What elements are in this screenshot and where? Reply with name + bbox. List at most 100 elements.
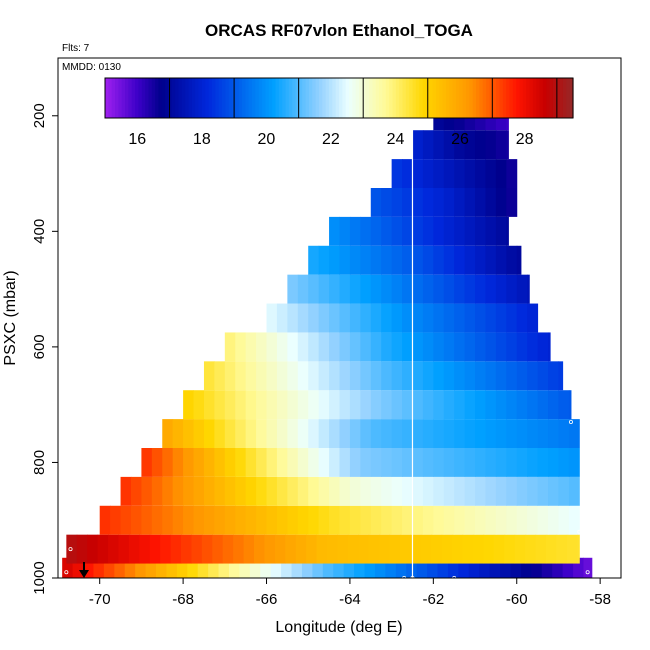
heatmap-cell [495,505,507,535]
heatmap-cell [329,274,340,304]
heatmap-cell [370,245,382,275]
colorbar-segment [201,78,206,118]
colorbar-segment [215,78,220,118]
heatmap-cell [422,245,434,275]
heatmap-cell [203,419,215,448]
heatmap-cell [135,557,147,578]
heatmap-cell [322,557,334,578]
colorbar-segment [325,78,330,118]
colorbar-segment [141,78,146,118]
heatmap-cell [412,303,424,333]
heatmap-cell [287,448,299,477]
heatmap-cell [256,419,268,448]
colorbar-segment [469,78,474,118]
heatmap-cell [431,534,443,564]
heatmap-cell [151,448,163,477]
heatmap-cell [360,216,372,246]
heatmap-cell [339,274,351,304]
heatmap-cell [506,419,518,448]
heatmap-cell [454,448,466,477]
heatmap-cell [339,303,351,333]
colorbar-segment [569,78,574,118]
heatmap-cell [235,419,247,448]
heatmap-cell [214,390,226,420]
heatmap-cell [568,419,580,448]
heatmap-cell [329,303,340,333]
heatmap-cell [108,534,119,564]
heatmap-cell [201,534,213,564]
heatmap-cell [422,390,434,420]
colorbar-segment [205,78,210,118]
heatmap-cell [485,390,497,420]
heatmap-cell [254,534,265,564]
heatmap-cell [391,245,403,275]
heatmap-cell [464,303,476,333]
x-tick-label: -58 [589,591,611,608]
heatmap-cell [245,476,257,506]
colorbar-segment [462,78,467,118]
heatmap-cell [224,419,236,448]
heatmap-cell [381,448,393,477]
heatmap-cell [276,448,288,477]
heatmap-cell [197,557,209,578]
colorbar-tick-label: 22 [322,131,340,148]
heatmap-cell [433,505,445,535]
heatmap-cell [545,534,557,564]
heatmap-cell [391,476,403,506]
heatmap-cell [516,476,528,506]
heatmap-cell [329,505,340,535]
heatmap-cell [475,303,486,333]
colorbar-segment [492,78,497,118]
heatmap-cell [402,476,413,506]
heatmap-cell [130,505,142,535]
colorbar-segment [542,78,547,118]
heatmap-cell [266,476,278,506]
heatmap-cell [422,448,434,477]
heatmap-cell [203,448,215,477]
sample-point [568,419,573,424]
colorbar-segment [305,78,310,118]
colorbar-segment [496,78,501,118]
heatmap-cell [212,534,224,564]
heatmap-cell [412,448,424,477]
heatmap-cell [266,505,278,535]
colorbar-segment [262,78,267,118]
heatmap-cell [402,505,413,535]
heatmap-cell [308,332,320,362]
colorbar-segment [415,78,420,118]
heatmap-cell [516,303,528,333]
heatmap-cell [548,505,559,535]
heatmap-cell [260,557,272,578]
heatmap-cell [506,476,518,506]
heatmap-cell [422,188,434,217]
heatmap-cell [318,361,330,391]
heatmap-cell [120,476,132,506]
colorbar-segment [278,78,283,118]
heatmap-cell [266,361,278,391]
heatmap-cell [354,557,366,578]
heatmap-cell [391,332,403,362]
colorbar-segment [328,78,333,118]
heatmap-cell [370,476,382,506]
heatmap-cell [516,332,528,362]
heatmap-cell [256,332,268,362]
heatmap-cell [360,361,372,391]
heatmap-cell [287,476,299,506]
colorbar-segment [375,78,380,118]
heatmap-cell [433,332,445,362]
colorbar-frame [104,77,574,119]
colorbar-segment [342,78,347,118]
heatmap-cell [422,216,434,246]
colorbar: 16 18 20 22 24 26 28 [104,77,574,148]
heatmap-cell [391,303,403,333]
heatmap-cell [256,448,268,477]
heatmap-cell [558,448,570,477]
colorbar-segment [499,78,504,118]
heatmap-cell [510,557,522,578]
heatmap-cell [406,557,418,578]
colorbar-segment [442,78,447,118]
heatmap-cell [479,557,491,578]
heatmap-cell [485,216,497,246]
colorbar-segment [295,78,300,118]
heatmap-cell [443,390,455,420]
